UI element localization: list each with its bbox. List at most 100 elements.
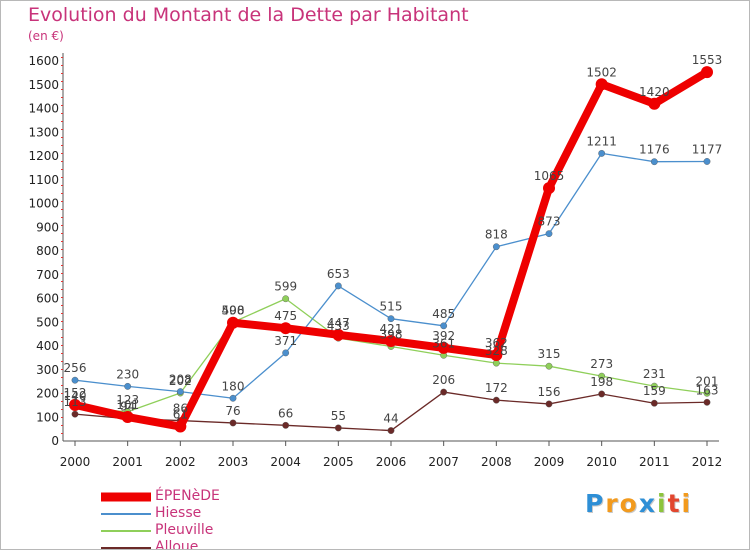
- y-axis-dash: [61, 113, 63, 114]
- x-tick-label: 2009: [534, 455, 565, 469]
- x-tick-label: 2005: [323, 455, 354, 469]
- y-axis-dash: [61, 129, 63, 130]
- y-axis-dash: [61, 225, 63, 226]
- y-axis-dash: [61, 289, 63, 290]
- x-tick-label: 2008: [481, 455, 512, 469]
- data-label: 180: [222, 379, 245, 393]
- y-tick-label: 1500: [28, 78, 59, 92]
- legend-swatch: [101, 492, 151, 501]
- data-label: 172: [485, 381, 508, 395]
- data-label: 818: [485, 228, 508, 242]
- y-tick-label: 900: [36, 220, 59, 234]
- data-label: 231: [643, 367, 666, 381]
- y-axis-dash: [61, 281, 63, 282]
- y-axis-dash: [61, 393, 63, 394]
- y-axis-dash: [61, 361, 63, 362]
- data-point: [543, 182, 555, 195]
- y-axis-dash: [61, 345, 63, 346]
- data-point: [545, 362, 553, 370]
- y-tick-label: 700: [36, 268, 59, 282]
- chart-data-labels: 152 101 61 498 475 447 421 392 362 1065 1502 1420 15…: [64, 53, 723, 425]
- data-label: 156: [538, 385, 561, 399]
- data-label: 55: [331, 409, 346, 423]
- legend-swatch: [101, 512, 151, 515]
- y-axis-dash: [61, 233, 63, 234]
- data-label: 485: [432, 307, 455, 321]
- y-tick-label: 0: [51, 434, 59, 448]
- data-point: [545, 230, 553, 238]
- y-axis-dash: [61, 121, 63, 122]
- data-label: 61: [173, 408, 188, 422]
- data-point: [229, 394, 237, 402]
- chart-axes: 0 100 200 300 400 500 600 700 800 900 1000 1100 1200…: [28, 53, 722, 469]
- data-label: 1502: [586, 65, 617, 79]
- logo-letter: x: [638, 489, 657, 518]
- data-label: 256: [64, 361, 87, 375]
- data-point: [332, 328, 345, 341]
- data-label: 362: [485, 336, 508, 350]
- y-axis-dash: [61, 265, 63, 266]
- y-axis-dash: [61, 353, 63, 354]
- y-axis-dash: [61, 409, 63, 410]
- data-label: 76: [225, 404, 240, 418]
- y-axis-dash: [61, 201, 63, 202]
- data-point: [598, 372, 606, 380]
- y-axis-dash: [61, 241, 63, 242]
- legend-label: Alloue: [155, 539, 199, 550]
- data-point: [650, 399, 658, 407]
- y-axis-dash: [61, 385, 63, 386]
- data-label: 206: [432, 373, 455, 387]
- data-label: 86: [173, 402, 188, 416]
- data-point: [648, 97, 661, 110]
- y-axis-dash: [61, 217, 63, 218]
- legend-label: Hiesse: [155, 505, 202, 521]
- data-point: [387, 315, 395, 323]
- data-point: [227, 316, 239, 329]
- data-point: [437, 341, 450, 354]
- y-axis-dash: [61, 177, 63, 178]
- y-axis-dash: [61, 105, 63, 106]
- data-label: 1177: [692, 142, 723, 156]
- y-tick-label: 800: [36, 244, 59, 258]
- data-label: 447: [327, 316, 350, 330]
- data-point: [334, 282, 342, 290]
- data-label: 273: [590, 357, 613, 371]
- y-axis-dash: [61, 81, 63, 82]
- y-axis-dash: [61, 193, 63, 194]
- data-point: [703, 158, 711, 165]
- chart-title: Evolution du Montant de la Dette par Hab…: [28, 4, 469, 26]
- y-tick-label: 1600: [28, 54, 59, 68]
- data-label: 230: [116, 367, 139, 381]
- y-axis-dash: [61, 73, 63, 74]
- data-label: 515: [380, 300, 403, 314]
- data-label: 421: [380, 322, 403, 336]
- data-label: 498: [222, 304, 245, 318]
- y-axis-dash: [61, 369, 63, 370]
- data-label: 94: [120, 400, 135, 414]
- data-label: 202: [169, 374, 192, 388]
- y-axis-dash: [61, 273, 63, 274]
- legend-swatch: [101, 546, 151, 549]
- y-tick-label: 200: [36, 387, 59, 401]
- logo-letter: t: [667, 489, 682, 518]
- line-chart: 0 100 200 300 400 500 600 700 800 900 1000 1100 1200…: [28, 53, 723, 469]
- data-label: 398: [380, 327, 403, 341]
- logo-letter: o: [619, 489, 639, 518]
- legend-swatch: [101, 529, 151, 532]
- data-point: [598, 149, 606, 157]
- x-tick-label: 2003: [218, 455, 249, 469]
- x-tick-label: 2011: [639, 455, 670, 469]
- y-axis-dash: [61, 97, 63, 98]
- y-axis-dash: [61, 425, 63, 426]
- data-label: 371: [274, 334, 297, 348]
- chart-series: [69, 66, 713, 434]
- data-point: [282, 295, 290, 303]
- data-label: 1065: [534, 169, 565, 183]
- y-tick-label: 1000: [28, 197, 59, 211]
- data-point: [492, 243, 500, 251]
- data-label: 1211: [586, 134, 617, 148]
- y-axis-dash: [61, 249, 63, 250]
- proxiti-logo: Proxiti: [585, 489, 692, 518]
- data-label: 1420: [639, 85, 670, 99]
- data-point: [282, 349, 290, 357]
